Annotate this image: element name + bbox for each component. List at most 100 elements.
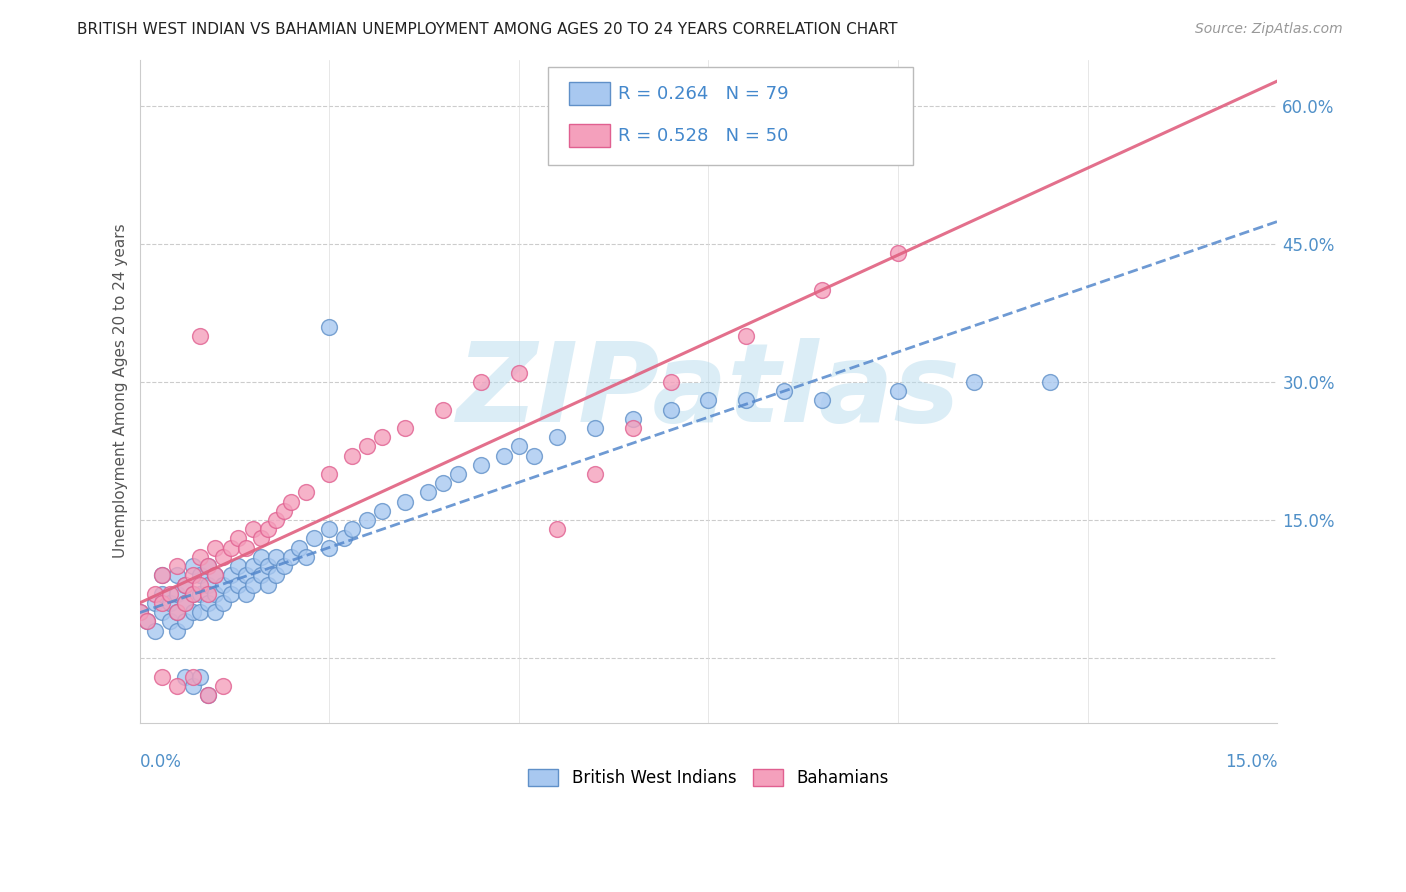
Point xyxy=(432,476,454,491)
Text: R = 0.528   N = 50: R = 0.528 N = 50 xyxy=(619,127,789,145)
Point xyxy=(143,596,166,610)
Point xyxy=(235,568,257,582)
Point xyxy=(204,568,226,582)
Point xyxy=(136,615,159,629)
Point xyxy=(546,430,568,444)
Point xyxy=(583,467,606,481)
Point xyxy=(340,449,363,463)
Point xyxy=(492,449,515,463)
Point xyxy=(318,541,340,555)
Point xyxy=(212,596,235,610)
Point xyxy=(697,393,720,408)
Point xyxy=(166,568,188,582)
Point xyxy=(288,541,311,555)
Point xyxy=(659,402,682,417)
Point xyxy=(371,504,394,518)
Point xyxy=(128,605,150,619)
Point xyxy=(150,605,173,619)
Text: 15.0%: 15.0% xyxy=(1225,753,1278,772)
Point xyxy=(188,587,211,601)
Point xyxy=(235,541,257,555)
Point xyxy=(166,587,188,601)
Point xyxy=(150,670,173,684)
Point xyxy=(197,559,219,574)
Text: ZIPatlas: ZIPatlas xyxy=(457,337,960,444)
Point xyxy=(159,615,181,629)
Point xyxy=(166,605,188,619)
Point xyxy=(188,670,211,684)
Point xyxy=(659,375,682,389)
Point xyxy=(136,615,159,629)
Point xyxy=(166,559,188,574)
Point xyxy=(280,494,302,508)
Point xyxy=(432,402,454,417)
Point xyxy=(356,439,378,453)
Point xyxy=(963,375,986,389)
Point xyxy=(318,467,340,481)
Point xyxy=(318,319,340,334)
Point xyxy=(273,504,295,518)
Point xyxy=(188,568,211,582)
Point xyxy=(242,522,264,536)
Text: Source: ZipAtlas.com: Source: ZipAtlas.com xyxy=(1195,22,1343,37)
Point xyxy=(174,596,197,610)
Point xyxy=(166,679,188,693)
Point xyxy=(250,532,273,546)
Point xyxy=(212,549,235,564)
Point xyxy=(150,587,173,601)
Text: R = 0.264   N = 79: R = 0.264 N = 79 xyxy=(619,85,789,103)
Point xyxy=(318,522,340,536)
Point xyxy=(188,577,211,591)
Point xyxy=(174,615,197,629)
Point xyxy=(197,559,219,574)
Point xyxy=(273,559,295,574)
Point xyxy=(735,393,758,408)
Point xyxy=(219,568,242,582)
Point xyxy=(470,375,492,389)
Point xyxy=(773,384,796,398)
Point xyxy=(621,411,644,425)
Point xyxy=(181,605,204,619)
Point xyxy=(181,587,204,601)
Point xyxy=(394,421,416,435)
Point xyxy=(219,541,242,555)
Point xyxy=(181,568,204,582)
Point xyxy=(295,549,318,564)
Point xyxy=(242,559,264,574)
Point xyxy=(188,605,211,619)
Point xyxy=(887,246,910,260)
Point xyxy=(226,532,249,546)
Point xyxy=(143,587,166,601)
Point xyxy=(212,679,235,693)
Point xyxy=(166,624,188,638)
Point xyxy=(226,559,249,574)
Point xyxy=(257,577,280,591)
Point xyxy=(159,596,181,610)
Point xyxy=(150,596,173,610)
Text: 0.0%: 0.0% xyxy=(139,753,181,772)
Point xyxy=(197,688,219,702)
Point xyxy=(188,549,211,564)
Point xyxy=(197,587,219,601)
Y-axis label: Unemployment Among Ages 20 to 24 years: Unemployment Among Ages 20 to 24 years xyxy=(114,224,128,558)
Point xyxy=(546,522,568,536)
Point xyxy=(212,577,235,591)
Legend: British West Indians, Bahamians: British West Indians, Bahamians xyxy=(522,763,896,794)
Point xyxy=(621,421,644,435)
Point xyxy=(302,532,325,546)
Point xyxy=(204,605,226,619)
Point xyxy=(257,522,280,536)
Point xyxy=(264,549,287,564)
Point xyxy=(166,605,188,619)
Point xyxy=(508,439,530,453)
Point xyxy=(150,568,173,582)
Point xyxy=(197,688,219,702)
Point xyxy=(181,587,204,601)
Point xyxy=(174,577,197,591)
Point xyxy=(128,605,150,619)
Point xyxy=(181,679,204,693)
Point xyxy=(174,670,197,684)
Point xyxy=(242,577,264,591)
Point xyxy=(887,384,910,398)
Point xyxy=(226,577,249,591)
